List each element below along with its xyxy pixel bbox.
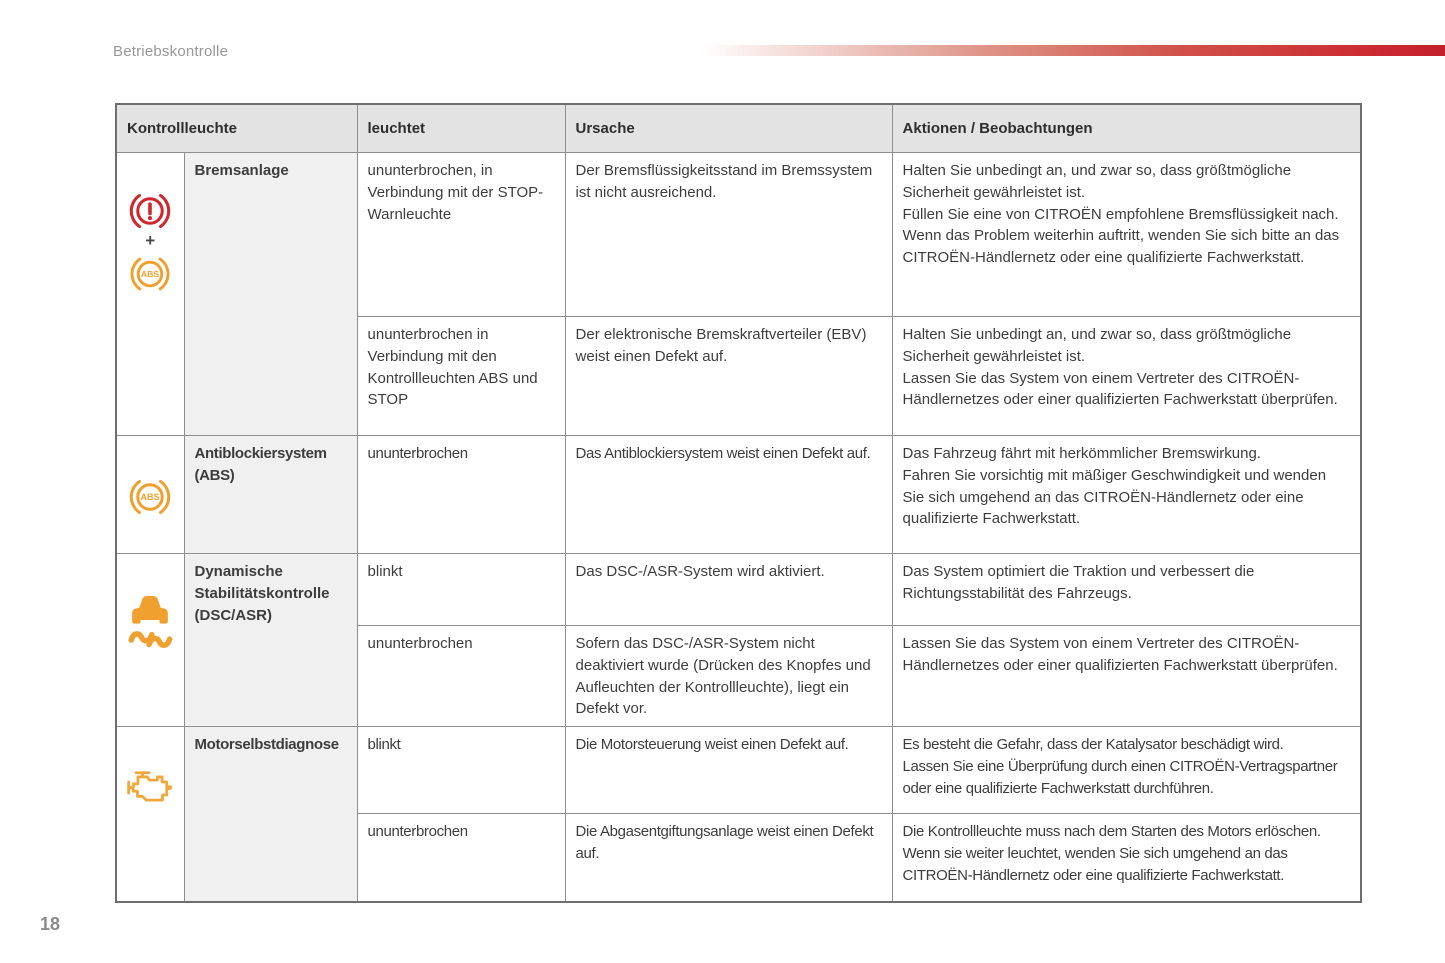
abs-warning-icon: ABS [130,257,170,291]
cell-light-name: Dynamische Stabilitätskontrolle (DSC/ASR… [183,553,358,727]
cell-light-name: Antiblockiersystem (ABS) [183,435,358,554]
cell-lit-state: ununterbrochen, in Verbindung mit der ST… [356,152,566,317]
cell-dsc-icon [115,553,185,727]
table-row-dsc-1: Dynamische Stabilitätskontrolle (DSC/ASR… [115,553,1362,727]
engine-warning-icon [127,771,173,802]
cell-lit-state: blinkt [356,726,566,814]
cell-lit-state: ununterbrochen in Verbindung mit den Kon… [356,316,566,436]
cell-engine-icon [115,726,185,902]
abs-icon-label: ABS [141,492,160,502]
cell-lit-state: ununterbrochen [356,435,566,554]
cell-actions: Die Kontrollleuchte muss nach dem Starte… [891,813,1362,902]
cell-cause: Das DSC-/ASR-System wird aktiviert. [564,553,893,626]
cell-actions: Halten Sie unbedingt an, und zwar so, da… [891,152,1362,317]
dsc-asr-icon [128,595,173,648]
red-accent-bar [700,45,1445,56]
table-row-brake-2: ununterbrochen in Verbindung mit den Kon… [116,316,1362,436]
warning-lights-table: Kontrollleuchte leuchtet Ursache Aktione… [115,103,1363,903]
cell-lit-state: blinkt [356,553,566,626]
section-title: Betriebskontrolle [113,43,229,60]
cell-lit-state: ununterbrochen [356,625,566,727]
abs-warning-icon: ABS [130,479,171,514]
cell-cause: Der elektronische Bremskraftverteiler (E… [564,316,893,436]
cell-cause: Sofern das DSC-/ASR-System nicht deaktiv… [564,625,893,727]
table-row-brake-1: + ABS Bremsanlage ununterbrochen, in Ver… [115,152,1362,436]
cell-actions: Halten Sie unbedingt an, und zwar so, da… [891,316,1362,436]
table-row-engine-1: Motorselbstdiagnose blinkt Die Motorsteu… [115,726,1362,902]
abs-icon-label: ABS [141,269,160,279]
cell-brake-icons: + ABS [115,152,185,436]
cell-abs-icon: ABS [115,435,185,554]
table-row-dsc-2: ununterbrochen Sofern das DSC-/ASR-Syste… [116,625,1362,727]
cell-actions: Das Fahrzeug fährt mit herkömmlicher Bre… [891,435,1362,554]
cell-actions: Lassen Sie das System von einem Vertrete… [891,625,1362,727]
cell-light-name: Bremsanlage [183,152,358,436]
cell-light-name: Motorselbstdiagnose [183,726,358,902]
brake-warning-icon [130,193,171,228]
table-header-row: Kontrollleuchte leuchtet Ursache Aktione… [115,103,1362,153]
cell-cause: Die Abgasentgiftungsanlage weist einen D… [564,813,893,902]
header-leuchtet: leuchtet [356,103,566,153]
plus-sign: + [145,230,156,250]
header-aktionen: Aktionen / Beobachtungen [891,103,1362,153]
header-ursache: Ursache [564,103,893,153]
cell-cause: Der Bremsflüssigkeitsstand im Bremssyste… [564,152,893,317]
cell-cause: Das Antiblockiersystem weist einen Defek… [564,435,893,554]
cell-actions: Es besteht die Gefahr, dass der Katalysa… [891,726,1362,814]
table-row-abs: ABS Antiblockiersystem (ABS) ununterbroc… [115,435,1362,554]
header-kontrollleuchte: Kontrollleuchte [115,103,358,153]
table-row-engine-2: ununterbrochen Die Abgasentgiftungsanlag… [116,813,1362,902]
cell-actions: Das System optimiert die Traktion und ve… [891,553,1362,626]
cell-cause: Die Motorsteuerung weist einen Defekt au… [564,726,893,814]
page-number: 18 [40,914,61,934]
cell-lit-state: ununterbrochen [356,813,566,902]
